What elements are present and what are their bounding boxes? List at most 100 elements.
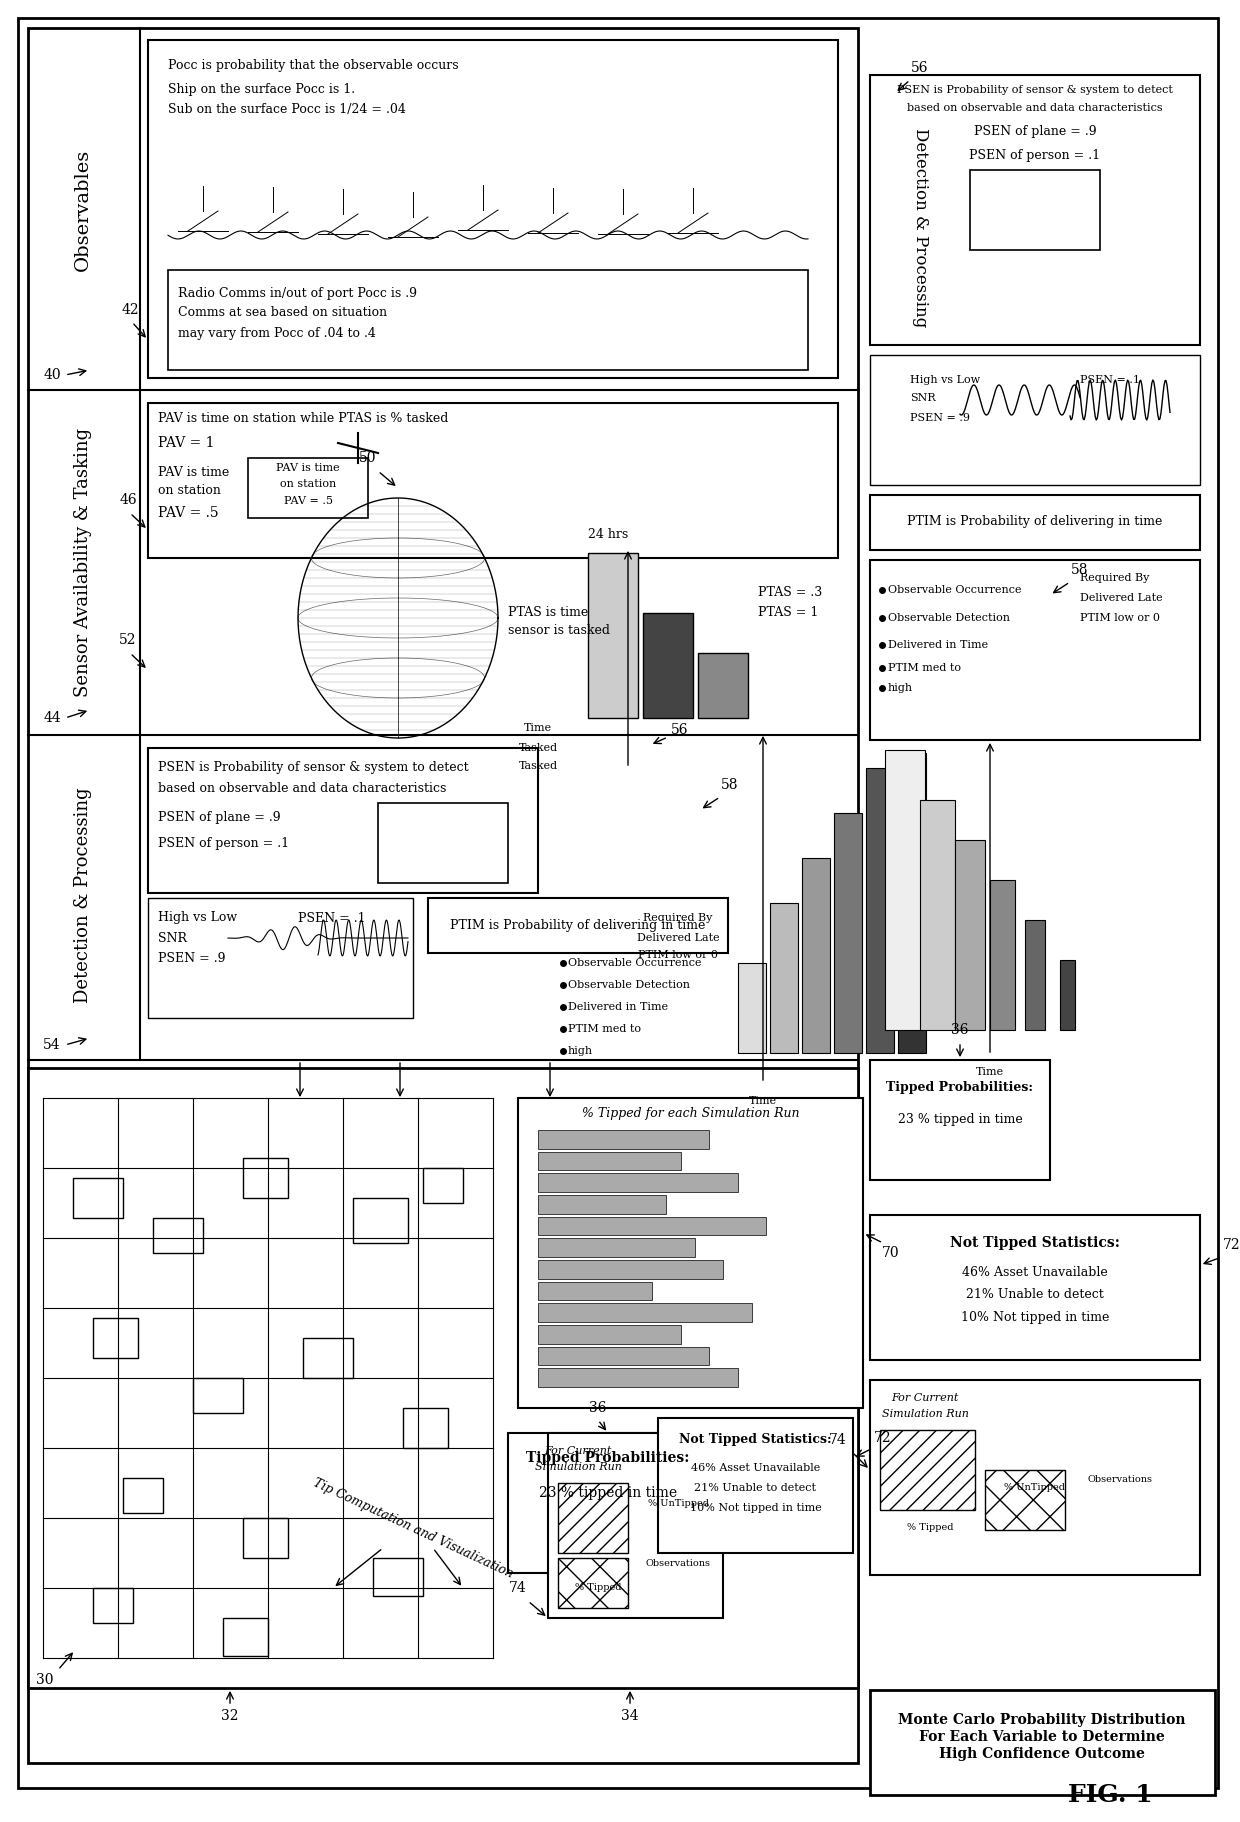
Text: 70: 70 [882,1246,900,1261]
Text: based on observable and data characteristics: based on observable and data characteris… [908,104,1163,113]
Text: Tipped Probabilities:: Tipped Probabilities: [526,1450,689,1465]
Text: PTIM is Probability of delivering in time: PTIM is Probability of delivering in tim… [908,516,1163,528]
Bar [538,1261,723,1279]
Bar [403,1408,448,1448]
Bar [148,749,538,893]
Bar [243,1159,288,1199]
Text: Detection & Processing: Detection & Processing [911,128,929,328]
Bar [167,270,808,370]
Text: Delivered in Time: Delivered in Time [888,640,988,650]
Text: % UnTipped: % UnTipped [1004,1483,1065,1492]
Bar [658,1418,853,1552]
Bar [870,75,1200,344]
Text: 23 % tipped in time: 23 % tipped in time [898,1113,1022,1126]
Text: 21% Unable to detect: 21% Unable to detect [694,1483,816,1492]
Text: High vs Low: High vs Low [910,375,980,384]
Text: PAV = .5: PAV = .5 [284,496,332,507]
Text: Tasked: Tasked [518,762,558,771]
Bar [148,898,413,1018]
Bar [223,1618,268,1656]
Text: 24 hrs: 24 hrs [588,528,629,541]
Bar [870,496,1200,550]
Text: Observations: Observations [646,1558,711,1567]
Text: 52: 52 [119,632,136,647]
Bar [898,752,926,1053]
Text: PSEN = .1: PSEN = .1 [298,911,366,924]
Bar [538,1325,681,1343]
Text: Radio Comms in/out of port Pocc is .9: Radio Comms in/out of port Pocc is .9 [179,286,417,299]
Bar [93,1589,133,1623]
Bar [990,880,1016,1029]
Bar [880,1430,975,1510]
Text: % UnTipped: % UnTipped [647,1498,708,1507]
Text: PAV is time on station while PTAS is % tasked: PAV is time on station while PTAS is % t… [157,412,449,425]
Bar [538,1303,751,1323]
Text: PTIM med to: PTIM med to [568,1024,641,1035]
Bar [538,1195,666,1213]
Text: 36: 36 [951,1022,968,1037]
Text: 42: 42 [122,302,139,317]
Text: PSEN of person = .1: PSEN of person = .1 [157,836,289,849]
Text: Observable Occurrence: Observable Occurrence [568,958,702,967]
Text: Delivered Late: Delivered Late [636,933,719,944]
Bar [29,27,858,1764]
Text: Sub on the surface Pocc is 1/24 = .04: Sub on the surface Pocc is 1/24 = .04 [167,104,405,117]
Text: Simulation Run: Simulation Run [534,1461,621,1472]
Text: PAV = .5: PAV = .5 [157,507,218,519]
Text: PAV = 1: PAV = 1 [157,435,215,450]
Bar [985,1470,1065,1530]
Bar [955,840,985,1029]
Text: 56: 56 [911,60,929,75]
Text: 32: 32 [221,1709,239,1724]
Text: For Each Variable to Determine: For Each Variable to Determine [919,1731,1164,1744]
Text: 34: 34 [621,1709,639,1724]
Text: PSEN of plane = .9: PSEN of plane = .9 [157,811,280,825]
Text: 10% Not tipped in time: 10% Not tipped in time [961,1310,1110,1323]
Bar [870,559,1200,740]
Text: Not Tipped Statistics:: Not Tipped Statistics: [680,1434,832,1447]
Text: 54: 54 [43,1039,61,1051]
Text: Time: Time [525,723,552,732]
Text: Observable Occurrence: Observable Occurrence [888,585,1022,596]
Bar [558,1483,627,1552]
Text: % Tipped for each Simulation Run: % Tipped for each Simulation Run [582,1106,800,1119]
Text: PTIM med to: PTIM med to [888,663,961,672]
Text: PSEN = .9: PSEN = .9 [157,951,226,964]
Text: High vs Low: High vs Low [157,911,237,924]
Bar [123,1478,162,1512]
Text: Required By: Required By [1080,572,1149,583]
Text: Not Tipped Statistics:: Not Tipped Statistics: [950,1235,1120,1250]
Text: PTAS = 1: PTAS = 1 [758,607,818,619]
Bar [970,169,1100,250]
Text: 46% Asset Unavailable: 46% Asset Unavailable [691,1463,820,1472]
Text: Observations: Observations [1087,1476,1152,1485]
Bar [423,1168,463,1203]
Text: % Tipped: % Tipped [575,1583,621,1592]
Text: sensor is tasked: sensor is tasked [508,625,610,638]
Text: Observable Detection: Observable Detection [568,980,689,989]
Bar [378,804,508,884]
Bar [73,1179,123,1217]
Text: PSEN = .1: PSEN = .1 [1080,375,1140,384]
Bar [802,858,830,1053]
Text: PSEN is Probability of sensor & system to detect: PSEN is Probability of sensor & system t… [897,86,1173,95]
Bar [644,612,693,718]
Text: 74: 74 [830,1432,847,1447]
Text: For Current: For Current [892,1394,959,1403]
Text: SNR: SNR [910,394,936,403]
Bar [698,652,748,718]
Text: 74: 74 [510,1581,527,1594]
Text: PSEN = .9: PSEN = .9 [910,414,970,423]
Bar [870,1060,1050,1181]
Text: may vary from Pocc of .04 to .4: may vary from Pocc of .04 to .4 [179,326,376,339]
Bar [428,898,728,953]
Bar [870,1379,1200,1574]
Bar [303,1337,353,1377]
Text: 72: 72 [874,1430,892,1445]
Bar [538,1173,738,1192]
Bar [885,751,925,1029]
Bar [538,1346,709,1365]
Bar [870,1215,1200,1359]
Text: high: high [568,1046,593,1057]
Text: 10% Not tipped in time: 10% Not tipped in time [689,1503,821,1512]
